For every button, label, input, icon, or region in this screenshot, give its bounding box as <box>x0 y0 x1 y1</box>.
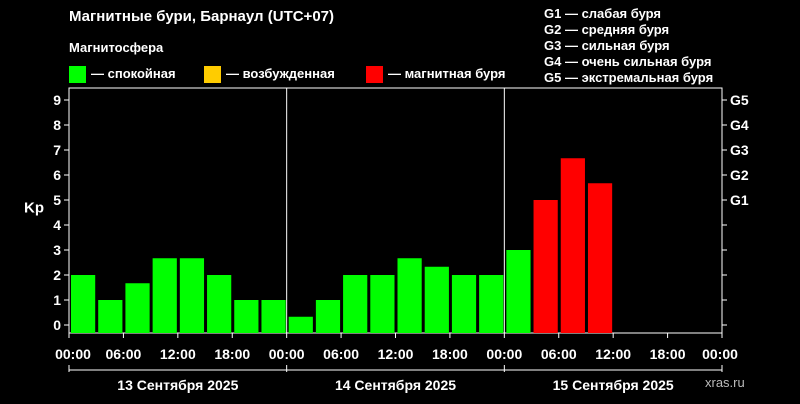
kp-bar <box>288 316 313 333</box>
kp-bar <box>370 275 395 333</box>
kp-bar <box>506 250 531 333</box>
kp-bar <box>479 275 504 333</box>
legend-swatch-storm <box>366 66 383 83</box>
x-tick-label: 18:00 <box>214 346 250 362</box>
legend-swatch-quiet <box>69 66 86 83</box>
storm-level-g4: G4 — очень сильная буря <box>544 54 712 69</box>
g-scale-label: G5 <box>730 92 749 108</box>
g-scale-label: G1 <box>730 192 749 208</box>
x-tick-label: 12:00 <box>160 346 196 362</box>
kp-bar <box>451 275 477 333</box>
kp-bar <box>587 183 613 333</box>
g-scale-label: G4 <box>730 117 749 133</box>
y-axis-label: Kp <box>24 200 44 217</box>
x-tick-label: 00:00 <box>486 346 522 362</box>
kp-bar <box>397 258 422 333</box>
storm-level-g2: G2 — средняя буря <box>544 22 670 37</box>
legend-swatch-active <box>204 66 221 83</box>
kp-bar <box>315 300 341 333</box>
y-tick-label: 0 <box>53 317 61 333</box>
kp-bar <box>207 275 232 333</box>
storm-level-g1: G1 — слабая буря <box>544 6 662 21</box>
x-tick-label: 00:00 <box>55 346 91 362</box>
watermark: xras.ru <box>705 375 745 390</box>
g-scale-label: G3 <box>730 142 749 158</box>
kp-bar <box>343 275 368 333</box>
kp-bar <box>560 158 585 333</box>
x-tick-label: 06:00 <box>106 346 142 362</box>
kp-bar <box>179 258 205 333</box>
storm-level-g5: G5 — экстремальная буря <box>544 70 714 85</box>
x-tick-label: 06:00 <box>323 346 359 362</box>
y-tick-label: 2 <box>53 267 61 283</box>
kp-bar <box>98 300 123 333</box>
legend-label-active: — возбужденная <box>226 66 335 81</box>
x-tick-label: 12:00 <box>595 346 631 362</box>
y-tick-label: 5 <box>53 192 61 208</box>
y-tick-label: 1 <box>53 292 61 308</box>
x-tick-label: 06:00 <box>541 346 577 362</box>
kp-bar <box>125 283 150 333</box>
kp-bar <box>533 200 558 333</box>
y-tick-label: 4 <box>53 217 61 233</box>
chart-subtitle: Магнитосфера <box>69 40 164 55</box>
x-tick-label: 18:00 <box>650 346 686 362</box>
y-tick-label: 3 <box>53 242 61 258</box>
y-tick-label: 7 <box>53 142 61 158</box>
day-label: 13 Сентября 2025 <box>117 377 238 393</box>
kp-bar <box>424 266 449 333</box>
storm-level-g3: G3 — сильная буря <box>544 38 670 53</box>
kp-bar <box>152 258 177 333</box>
day-label: 14 Сентября 2025 <box>335 377 456 393</box>
storm-levels-list: G1 — слабая буря G2 — средняя буря G3 — … <box>544 6 713 86</box>
kp-bar <box>261 300 286 333</box>
legend-label-quiet: — спокойная <box>91 66 176 81</box>
y-tick-label: 9 <box>53 92 61 108</box>
x-tick-label: 12:00 <box>378 346 414 362</box>
kp-bar <box>71 275 96 333</box>
y-tick-label: 6 <box>53 167 61 183</box>
day-label: 15 Сентября 2025 <box>553 377 674 393</box>
chart-title: Магнитные бури, Барнаул (UTC+07) <box>69 8 334 25</box>
g-scale-label: G2 <box>730 167 749 183</box>
x-tick-label: 00:00 <box>702 346 738 362</box>
x-tick-label: 00:00 <box>269 346 305 362</box>
x-tick-label: 18:00 <box>432 346 468 362</box>
legend-label-storm: — магнитная буря <box>388 66 506 81</box>
y-tick-label: 8 <box>53 117 61 133</box>
kp-bar <box>234 300 259 333</box>
